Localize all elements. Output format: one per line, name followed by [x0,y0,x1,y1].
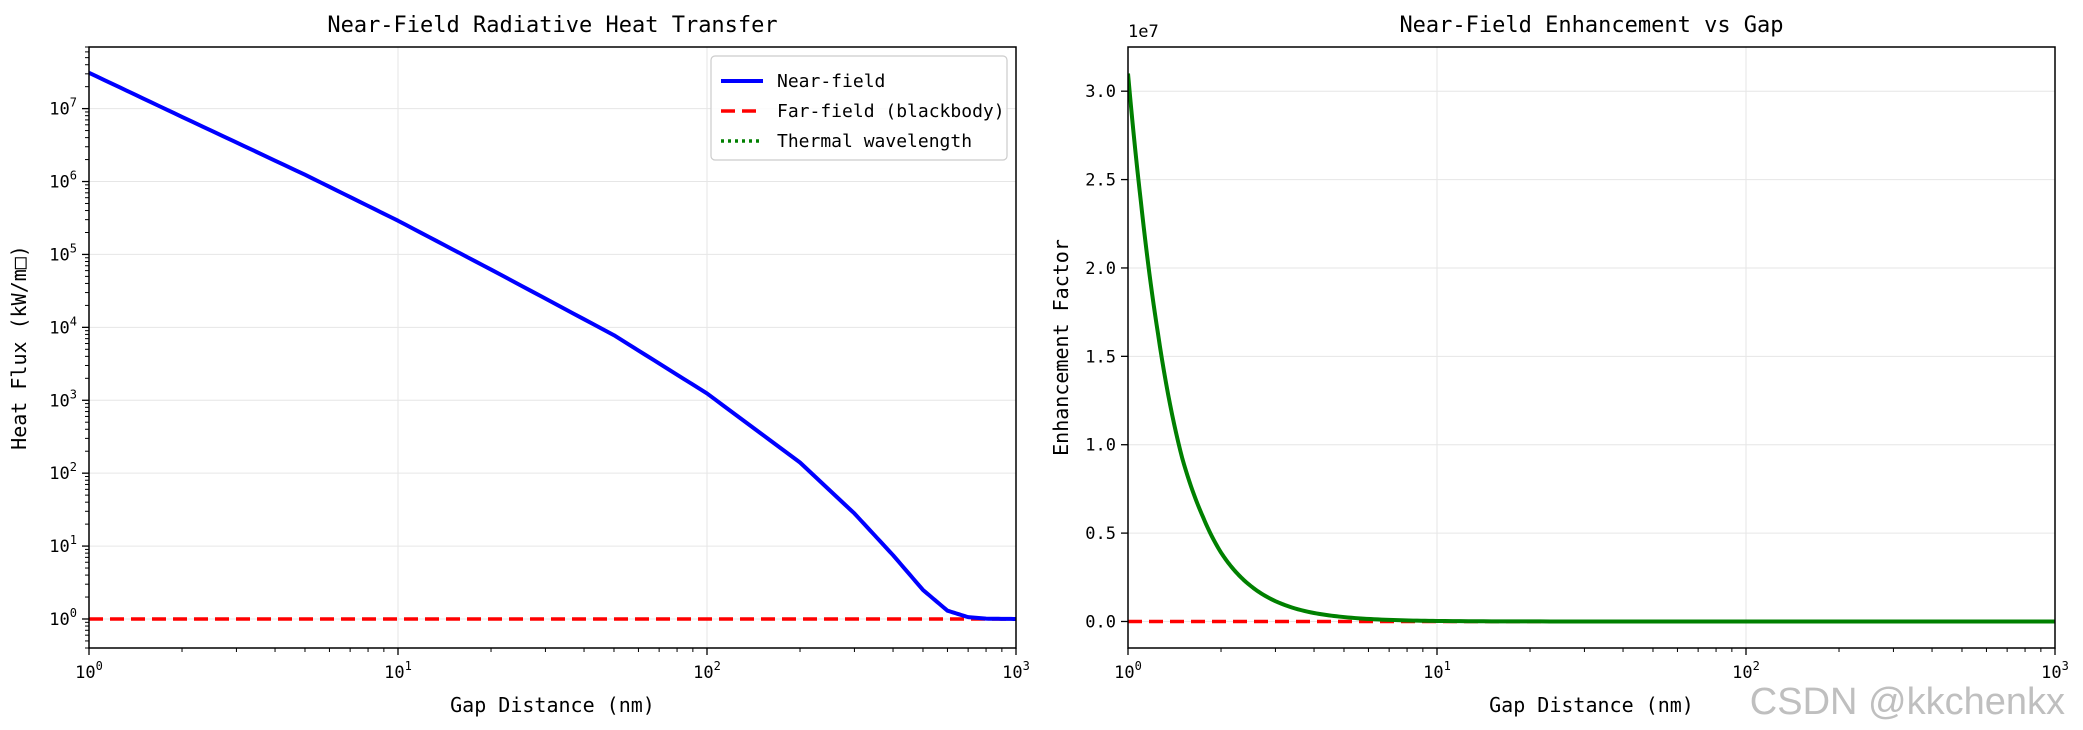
x-tick-label: 102 [1732,659,1760,683]
legend-box [710,55,1008,161]
gridlines [1127,47,2056,648]
x-tick-label: 101 [384,659,412,683]
x-tick-label: 102 [693,659,721,683]
y-tick-label: 104 [49,314,77,338]
y-axis-label: Enhancement Factor [1049,239,1073,456]
axes-frame [88,46,1017,649]
y-tick-label: 1.0 [1085,436,1116,456]
y-tick-label: 100 [49,606,77,630]
legend-label: Near-field [777,71,885,92]
series-group [89,70,1016,621]
chart-title: Near-Field Enhancement vs Gap [1399,13,1783,38]
x-tick-label: 100 [1114,659,1142,683]
chart-title: Near-Field Radiative Heat Transfer [327,13,777,38]
x-axis-label: Gap Distance (nm) [450,693,655,717]
y-tick-label: 0.5 [1085,524,1116,544]
axes-frame [1127,46,2056,649]
y-tick-label: 103 [49,387,77,411]
series-near-field [89,70,1016,621]
legend-label: Thermal wavelength [777,131,972,152]
watermark: CSDN @kkchenkx [1749,681,2065,723]
series-enhancement [1128,73,2055,624]
x-tick-label: 103 [1002,659,1030,683]
legend-label: Far-field (blackbody) [777,101,1005,122]
y-tick-label: 101 [49,533,77,557]
y-offset-label: 1e7 [1128,22,1159,42]
y-tick-label: 3.0 [1085,82,1116,102]
y-tick-label: 105 [49,241,77,265]
chart-2: 100 101 102 103 0.0 0.5 1.0 1.5 2.0 2.5 3.0 1e7 Near… [1049,13,2069,717]
y-tick-label: 2.0 [1085,259,1116,279]
y-tick-label: 2.5 [1085,171,1116,191]
x-axis-label: Gap Distance (nm) [1489,693,1694,717]
y-tick-label: 102 [49,460,77,484]
x-tick-label: 101 [1423,659,1451,683]
y-tick-label: 1.5 [1085,347,1116,367]
y-tick-label: 0.0 [1085,612,1116,632]
chart-1: 100 101 102 103 100 101 102 103 104 105 106 107 Near… [7,13,1030,717]
x-tick-label: 100 [75,659,103,683]
y-axis-label: Heat Flux (kW/m□) [7,245,31,450]
series-group [1128,73,2055,624]
y-tick-label: 106 [49,169,77,193]
x-tick-label: 103 [2041,659,2069,683]
y-tick-label: 107 [49,96,77,120]
legend: Near-field Far-field (blackbody) Thermal w… [710,55,1008,161]
